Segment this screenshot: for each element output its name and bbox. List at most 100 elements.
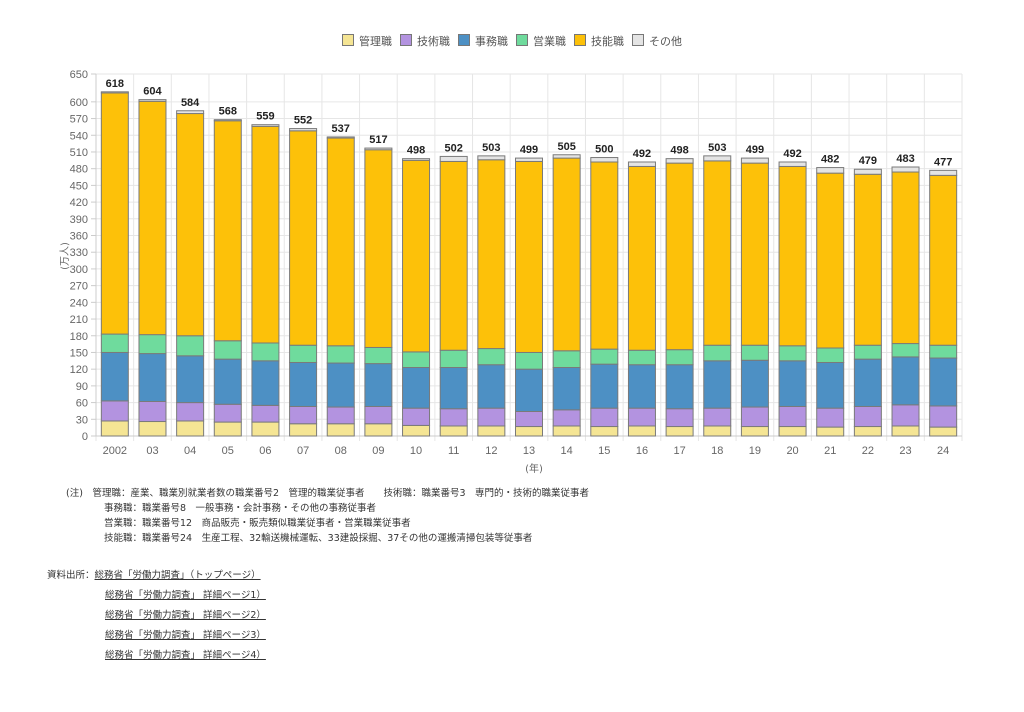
legend-item[interactable]: その他: [632, 33, 682, 49]
bar-segment-その他[interactable]: [778, 161, 807, 167]
bar-segment-管理職[interactable]: [477, 425, 506, 437]
bar-segment-技能職[interactable]: [251, 125, 280, 344]
legend-item[interactable]: 技能職: [574, 33, 624, 49]
bar-segment-その他[interactable]: [138, 99, 167, 102]
bar-segment-技能職[interactable]: [176, 113, 205, 337]
bar-segment-事務職[interactable]: [552, 366, 581, 411]
legend-item[interactable]: 営業職: [516, 33, 566, 49]
bar-segment-技術職[interactable]: [891, 404, 920, 427]
bar-segment-営業職[interactable]: [627, 349, 656, 366]
bar-segment-営業職[interactable]: [138, 334, 167, 355]
bar-segment-技能職[interactable]: [213, 120, 242, 342]
source-link[interactable]: 総務省「労働力調査」（トップページ）: [94, 570, 261, 581]
bar-segment-技能職[interactable]: [439, 160, 468, 351]
bar-segment-事務職[interactable]: [703, 360, 732, 409]
bar-segment-営業職[interactable]: [364, 346, 393, 365]
bar-segment-管理職[interactable]: [891, 425, 920, 437]
bar-segment-技術職[interactable]: [703, 407, 732, 427]
bar-segment-管理職[interactable]: [703, 425, 732, 437]
bar-segment-技能職[interactable]: [816, 172, 845, 349]
bar-segment-技能職[interactable]: [853, 173, 882, 346]
bar-segment-技術職[interactable]: [778, 405, 807, 428]
bar-segment-技能職[interactable]: [402, 159, 431, 353]
bar-segment-管理職[interactable]: [364, 423, 393, 437]
bar-segment-管理職[interactable]: [138, 421, 167, 437]
bar-segment-管理職[interactable]: [853, 426, 882, 437]
bar-segment-営業職[interactable]: [477, 348, 506, 366]
bar-segment-事務職[interactable]: [402, 366, 431, 409]
bar-segment-技能職[interactable]: [627, 165, 656, 351]
bar-segment-技能職[interactable]: [326, 137, 355, 347]
bar-segment-技術職[interactable]: [665, 408, 694, 428]
bar-segment-その他[interactable]: [552, 154, 581, 159]
legend-item[interactable]: 技術職: [400, 33, 450, 49]
bar-segment-技術職[interactable]: [213, 403, 242, 423]
bar-segment-技術職[interactable]: [816, 407, 845, 428]
bar-segment-技能職[interactable]: [590, 161, 619, 350]
bar-segment-管理職[interactable]: [590, 426, 619, 437]
bar-segment-その他[interactable]: [100, 91, 129, 94]
bar-segment-技能職[interactable]: [778, 165, 807, 347]
bar-segment-事務職[interactable]: [213, 358, 242, 405]
bar-segment-営業職[interactable]: [176, 335, 205, 357]
bar-segment-技術職[interactable]: [477, 407, 506, 427]
bar-segment-事務職[interactable]: [665, 364, 694, 410]
bar-segment-事務職[interactable]: [326, 362, 355, 408]
bar-segment-営業職[interactable]: [100, 333, 129, 353]
bar-segment-技術職[interactable]: [590, 407, 619, 428]
bar-segment-管理職[interactable]: [439, 425, 468, 437]
bar-segment-管理職[interactable]: [100, 420, 129, 437]
bar-segment-管理職[interactable]: [816, 426, 845, 437]
source-link[interactable]: 総務省「労働力調査」 詳細ページ2）: [105, 610, 266, 621]
bar-segment-営業職[interactable]: [251, 342, 280, 362]
bar-segment-その他[interactable]: [515, 157, 543, 162]
bar-segment-事務職[interactable]: [477, 364, 506, 409]
bar-segment-その他[interactable]: [439, 155, 468, 162]
bar-segment-技術職[interactable]: [100, 400, 129, 422]
bar-segment-営業職[interactable]: [740, 344, 769, 361]
bar-segment-技術職[interactable]: [364, 405, 393, 425]
source-link[interactable]: 総務省「労働力調査」 詳細ページ4）: [105, 650, 266, 661]
bar-segment-その他[interactable]: [364, 147, 393, 151]
bar-segment-技能職[interactable]: [477, 159, 506, 350]
bar-segment-その他[interactable]: [665, 158, 694, 164]
bar-segment-管理職[interactable]: [665, 426, 694, 437]
bar-segment-その他[interactable]: [853, 168, 882, 175]
bar-segment-技能職[interactable]: [289, 130, 318, 346]
bar-segment-営業職[interactable]: [929, 344, 958, 359]
bar-segment-事務職[interactable]: [778, 360, 807, 407]
bar-segment-技術職[interactable]: [326, 406, 355, 425]
bar-segment-その他[interactable]: [289, 128, 318, 132]
source-link[interactable]: 総務省「労働力調査」 詳細ページ3）: [105, 630, 266, 641]
bar-segment-技術職[interactable]: [929, 405, 958, 428]
bar-segment-管理職[interactable]: [627, 425, 656, 437]
bar-segment-事務職[interactable]: [439, 366, 468, 410]
bar-segment-その他[interactable]: [929, 169, 958, 176]
bar-segment-営業職[interactable]: [703, 344, 732, 362]
bar-segment-その他[interactable]: [740, 157, 769, 164]
bar-segment-技術職[interactable]: [627, 407, 656, 427]
bar-segment-技能職[interactable]: [100, 92, 129, 335]
bar-segment-その他[interactable]: [213, 119, 242, 122]
bar-segment-事務職[interactable]: [289, 361, 318, 407]
bar-segment-管理職[interactable]: [326, 423, 355, 437]
bar-segment-技術職[interactable]: [176, 402, 205, 422]
bar-segment-その他[interactable]: [703, 155, 732, 162]
bar-segment-営業職[interactable]: [590, 348, 619, 365]
bar-segment-事務職[interactable]: [853, 358, 882, 407]
bar-segment-営業職[interactable]: [665, 349, 694, 366]
bar-segment-技能職[interactable]: [138, 100, 167, 336]
bar-segment-管理職[interactable]: [552, 425, 581, 437]
bar-segment-営業職[interactable]: [816, 347, 845, 363]
bar-segment-事務職[interactable]: [891, 356, 920, 406]
bar-segment-事務職[interactable]: [100, 351, 129, 402]
legend-item[interactable]: 管理職: [342, 33, 392, 49]
bar-segment-営業職[interactable]: [289, 344, 318, 363]
bar-segment-技術職[interactable]: [552, 409, 581, 427]
bar-segment-営業職[interactable]: [552, 350, 581, 368]
bar-segment-事務職[interactable]: [590, 363, 619, 409]
bar-segment-その他[interactable]: [816, 167, 845, 174]
bar-segment-営業職[interactable]: [213, 340, 242, 360]
bar-segment-管理職[interactable]: [740, 426, 769, 437]
bar-segment-技術職[interactable]: [138, 400, 167, 423]
